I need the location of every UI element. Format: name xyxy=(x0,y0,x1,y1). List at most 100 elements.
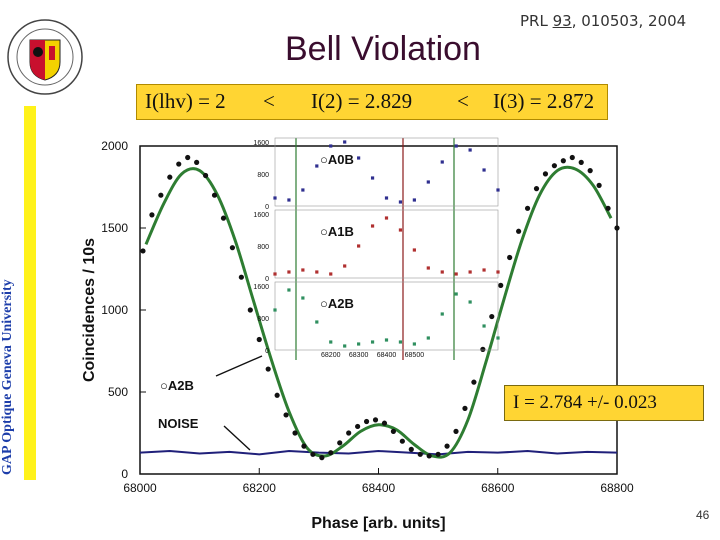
inset-point xyxy=(412,342,416,346)
inset-frame xyxy=(274,137,499,207)
inset-point xyxy=(482,324,486,328)
y-tick-label: 1500 xyxy=(101,221,128,235)
journal-reference: PRL 93, 010503, 2004 xyxy=(520,12,686,30)
x-tick-label: 68400 xyxy=(362,481,396,495)
inset-x-tick: 68300 xyxy=(349,352,369,359)
fit-arrow xyxy=(215,355,263,377)
data-point xyxy=(346,430,352,436)
data-point xyxy=(256,336,262,343)
university-seal xyxy=(7,19,83,95)
inset-point xyxy=(454,272,458,276)
data-point xyxy=(596,182,602,188)
inset-frame xyxy=(274,281,499,351)
data-point xyxy=(337,440,343,446)
inset-point xyxy=(301,296,305,300)
data-point xyxy=(355,423,361,430)
fit-curve xyxy=(144,165,613,459)
inset-point xyxy=(454,144,458,148)
data-point xyxy=(229,245,236,251)
inset-y-tick: 1600 xyxy=(253,212,269,219)
fit-layer xyxy=(144,165,613,459)
page-number: 46 xyxy=(696,508,710,522)
ref-prefix: PRL xyxy=(520,12,553,30)
data-point xyxy=(408,446,414,452)
inset-point xyxy=(329,272,333,276)
fit-result-text: I = 2.784 +/- 0.023 xyxy=(513,392,657,413)
inset-point xyxy=(468,270,472,274)
inset-point xyxy=(398,228,403,232)
inset-point xyxy=(384,196,389,200)
inset-y-tick: 0 xyxy=(265,204,269,211)
data-point xyxy=(390,428,397,434)
inset-point xyxy=(287,288,291,292)
noise-line xyxy=(139,450,618,456)
data-point xyxy=(274,392,280,398)
data-point xyxy=(167,174,173,180)
inset-point xyxy=(412,198,416,202)
inset-y-tick: 800 xyxy=(257,244,269,251)
inset-frame xyxy=(274,209,499,279)
fit-series-label: ○A2B xyxy=(160,378,194,393)
inset-label: ○A0B xyxy=(320,152,354,167)
inset-point xyxy=(454,292,458,296)
data-point xyxy=(587,168,593,174)
data-point xyxy=(542,171,549,177)
bell-inequality-banner: I(lhv) = 2 < I(2) = 2.829 < I(3) = 2.872 xyxy=(136,84,608,120)
data-point xyxy=(480,346,486,352)
inset-point xyxy=(482,268,486,272)
data-point xyxy=(507,254,513,261)
y-tick-label: 2000 xyxy=(101,139,128,153)
data-point xyxy=(301,443,307,449)
inset-point xyxy=(357,342,361,346)
banner-less-than-1: < xyxy=(263,89,275,113)
fit-result-box: I = 2.784 +/- 0.023 xyxy=(504,385,704,421)
data-point xyxy=(524,205,531,211)
inset-point xyxy=(370,340,375,344)
inset-point xyxy=(329,340,333,344)
inset-point xyxy=(329,144,333,148)
ref-suffix: , 010503, 2004 xyxy=(571,12,687,30)
inset-point xyxy=(496,336,500,340)
inset-point xyxy=(384,338,389,342)
inset-point xyxy=(398,200,403,204)
inset-layer: 1600 800 0 ○A0B 1600 800 0 ○A1B 1600 800 0 ○A2B 6820… xyxy=(253,137,500,360)
data-point xyxy=(328,450,334,456)
banner-lhv: I(lhv) = 2 xyxy=(145,89,226,113)
data-point xyxy=(471,379,477,385)
inset-point xyxy=(315,164,319,168)
data-point xyxy=(381,420,388,426)
data-point xyxy=(533,186,540,192)
data-point xyxy=(444,443,450,449)
data-point xyxy=(614,225,620,231)
y-tick-label: 500 xyxy=(108,385,128,399)
inset-point xyxy=(440,160,444,164)
data-point xyxy=(310,451,316,457)
data-point xyxy=(516,228,522,234)
banner-i3: I(3) = 2.872 xyxy=(493,89,595,113)
x-axis-label: Phase [arb. units] xyxy=(311,515,445,532)
inset-point xyxy=(482,168,486,172)
data-point xyxy=(417,451,423,457)
slide-title: Bell Violation xyxy=(285,30,481,68)
inset-y-tick: 1600 xyxy=(253,284,269,291)
points-layer xyxy=(140,154,620,461)
data-point xyxy=(462,405,468,411)
data-point xyxy=(498,282,504,288)
inset-point xyxy=(468,148,472,152)
inset-point xyxy=(273,308,277,312)
inset-point xyxy=(301,188,305,192)
banner-i2: I(2) = 2.829 xyxy=(311,89,413,113)
labels-layer: ○A2B NOISE xyxy=(158,355,263,451)
data-point xyxy=(283,412,289,418)
inset-point xyxy=(357,244,361,248)
inset-point xyxy=(287,198,291,202)
inset-point xyxy=(343,264,347,268)
inset-point xyxy=(426,336,430,340)
x-tick-label: 68200 xyxy=(243,481,277,495)
data-point xyxy=(372,417,379,423)
inset-point xyxy=(426,180,430,184)
data-point xyxy=(399,438,405,444)
y-tick-label: 1000 xyxy=(101,303,128,317)
inset-point xyxy=(426,266,430,270)
